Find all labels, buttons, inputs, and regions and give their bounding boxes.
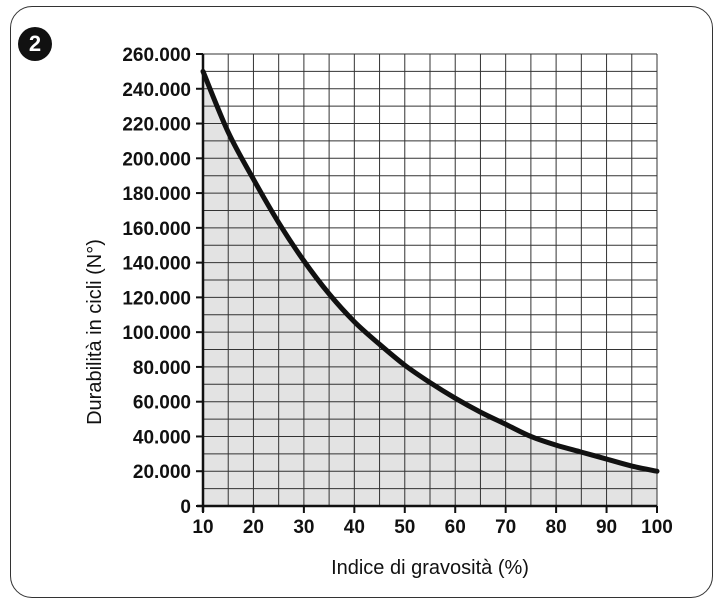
y-tick-label: 80.000 [133, 358, 191, 379]
y-tick-label: 160.000 [122, 219, 191, 240]
y-tick-label: 40.000 [133, 427, 191, 448]
y-tick-label: 60.000 [133, 393, 191, 414]
y-tick-label: 120.000 [122, 288, 191, 309]
x-tick-label: 30 [293, 517, 314, 538]
y-axis-title: Durabilità in cicli (N°) [84, 239, 106, 425]
area-layer [203, 71, 657, 506]
grid-layer [197, 53, 658, 512]
y-tick-label: 20.000 [133, 462, 191, 483]
y-tick-label: 240.000 [122, 80, 191, 101]
x-axis-title: Indice di gravosità (%) [331, 557, 529, 579]
x-tick-label: 50 [394, 517, 415, 538]
x-tick-label: 40 [344, 517, 365, 538]
line-layer [200, 68, 660, 474]
x-tick-label: 10 [192, 517, 213, 538]
x-tick-label: 90 [596, 517, 617, 538]
y-tick-label: 0 [180, 497, 191, 518]
y-tick-label: 140.000 [122, 254, 191, 275]
series-line [200, 68, 660, 474]
area-fill [203, 71, 657, 506]
x-tick-label: 70 [495, 517, 516, 538]
y-tick-label: 220.000 [122, 115, 191, 136]
tick-layer: 0 20.000 40.000 60.000 80.000 100.000 120.000 1… [122, 45, 673, 538]
y-tick-label: 260.000 [122, 45, 191, 66]
x-tick-label: 20 [243, 517, 264, 538]
x-tick-label: 100 [641, 517, 673, 538]
y-tick-label: 200.000 [122, 149, 191, 170]
figure-number-badge: 2 [18, 27, 52, 61]
x-tick-label: 80 [546, 517, 567, 538]
y-tick-label: 180.000 [122, 184, 191, 205]
y-tick-label: 100.000 [122, 323, 191, 344]
x-tick-label: 60 [445, 517, 466, 538]
